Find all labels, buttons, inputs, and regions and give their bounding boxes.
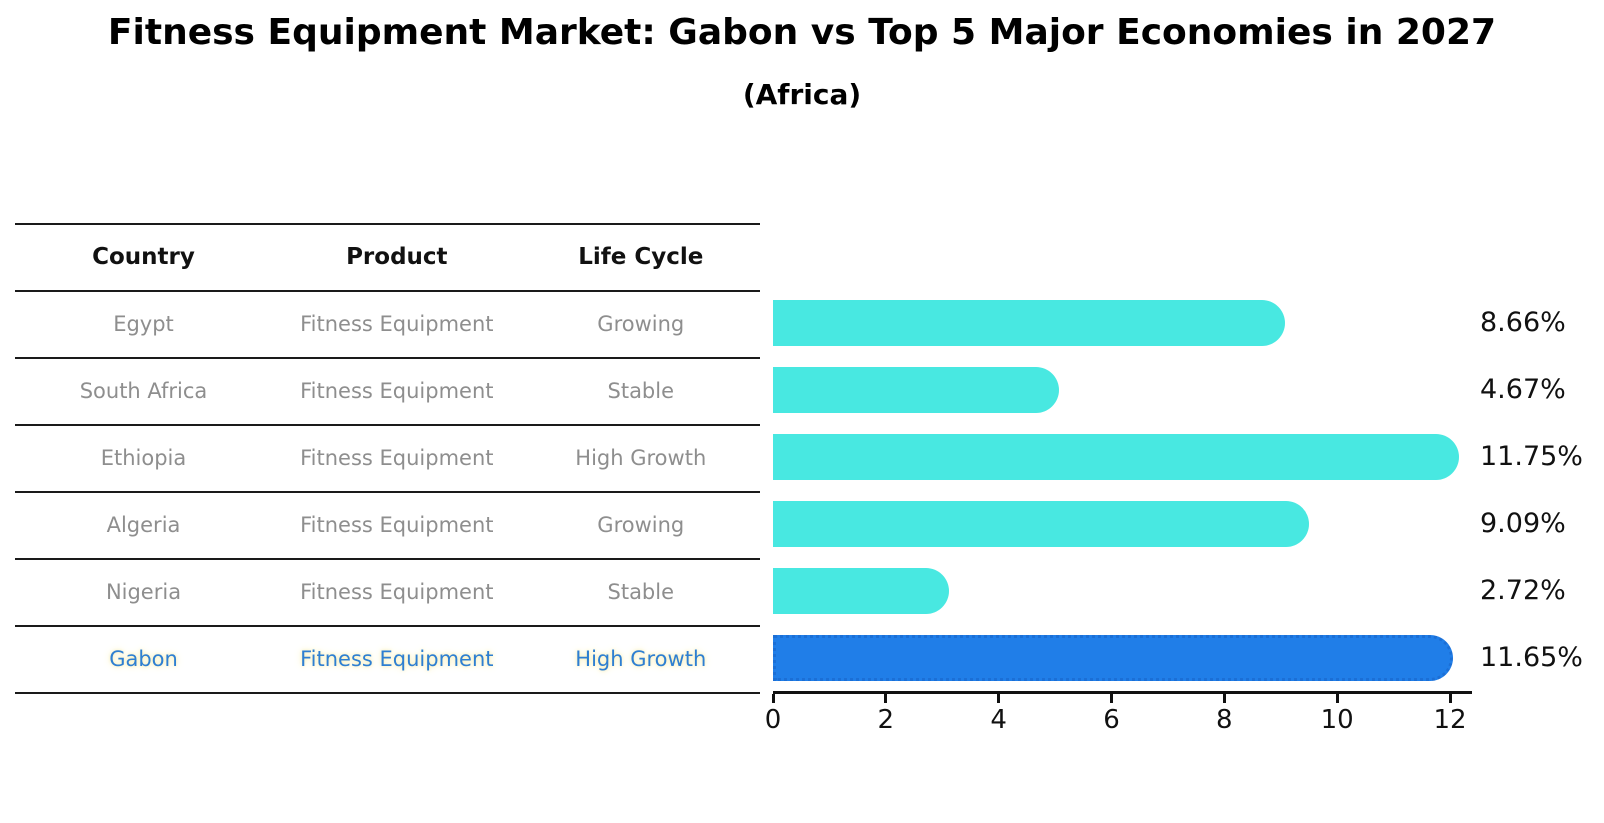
table-divider: [15, 558, 760, 560]
tick-mark: [1110, 694, 1113, 703]
table-row-egypt: Egypt Fitness Equipment Growing: [15, 290, 760, 357]
value-label-ethiopia: 11.75%: [1480, 441, 1583, 472]
value-label-south-africa: 4.67%: [1480, 374, 1566, 405]
tick-label: 8: [1216, 705, 1233, 735]
value-label-nigeria: 2.72%: [1480, 575, 1566, 606]
table-row-ethiopia: Ethiopia Fitness Equipment High Growth: [15, 424, 760, 491]
product-cell: Fitness Equipment: [300, 311, 494, 336]
country-cell: Nigeria: [105, 579, 182, 604]
table-row-nigeria: Nigeria Fitness Equipment Stable: [15, 558, 760, 625]
tick-mark: [771, 694, 775, 703]
life-cycle-cell: Stable: [607, 579, 675, 604]
table-row-south-africa: South Africa Fitness Equipment Stable: [15, 357, 760, 424]
table-divider: [15, 491, 760, 493]
country-cell: Algeria: [106, 512, 181, 537]
product-cell: Fitness Equipment: [300, 646, 494, 671]
product-cell: Fitness Equipment: [300, 579, 494, 604]
life-cycle-cell: Growing: [597, 311, 685, 336]
tick-label: 0: [764, 705, 782, 735]
tick-label: 10: [1320, 705, 1354, 735]
country-cell: South Africa: [79, 378, 208, 403]
bar-algeria: [773, 501, 1309, 547]
x-axis-line: [773, 691, 1472, 694]
country-cell: Gabon: [109, 646, 178, 671]
tick-label: 2: [877, 705, 895, 735]
product-cell: Fitness Equipment: [300, 512, 494, 537]
column-header-product: Product: [346, 243, 448, 270]
product-cell: Fitness Equipment: [300, 378, 494, 403]
life-cycle-cell: High Growth: [575, 646, 707, 671]
life-cycle-cell: High Growth: [575, 445, 707, 470]
bar-nigeria: [773, 568, 950, 614]
country-cell: Egypt: [113, 311, 174, 336]
tick-mark: [997, 694, 1001, 703]
life-cycle-cell: Stable: [607, 378, 675, 403]
bar-gabon: [773, 635, 1454, 681]
tick-label: 4: [990, 705, 1007, 735]
column-header-country: Country: [92, 243, 195, 270]
table-row-gabon: Gabon Fitness Equipment High Growth: [15, 625, 760, 692]
value-label-egypt: 8.66%: [1480, 307, 1566, 338]
value-label-algeria: 9.09%: [1480, 508, 1566, 539]
tick-mark: [1222, 694, 1226, 703]
country-cell: Ethiopia: [100, 445, 187, 470]
tick-mark: [884, 694, 888, 703]
table-divider: [15, 424, 760, 426]
life-cycle-cell: Growing: [597, 512, 685, 537]
table-divider: [15, 290, 760, 292]
table-row-algeria: Algeria Fitness Equipment Growing: [15, 491, 760, 558]
page-subtitle: (Africa): [742, 78, 862, 111]
tick-mark: [1335, 694, 1339, 703]
table-header-row: Country Product Life Cycle: [15, 223, 760, 290]
bar-south-africa: [773, 367, 1060, 413]
column-header-life-cycle: Life Cycle: [578, 243, 704, 270]
tick-label: 6: [1103, 705, 1120, 735]
country-table: Country Product Life Cycle Egypt Fitness…: [15, 223, 760, 694]
bar-egypt: [773, 300, 1285, 346]
tick-mark: [1448, 694, 1452, 703]
bar-ethiopia: [773, 434, 1459, 480]
product-cell: Fitness Equipment: [300, 445, 494, 470]
tick-label: 12: [1433, 705, 1467, 735]
table-divider: [15, 223, 760, 225]
table-divider: [15, 625, 760, 627]
table-divider: [15, 357, 760, 359]
value-label-gabon: 11.65%: [1480, 642, 1583, 673]
table-divider: [15, 692, 760, 694]
page-title: Fitness Equipment Market: Gabon vs Top 5…: [107, 12, 1497, 53]
